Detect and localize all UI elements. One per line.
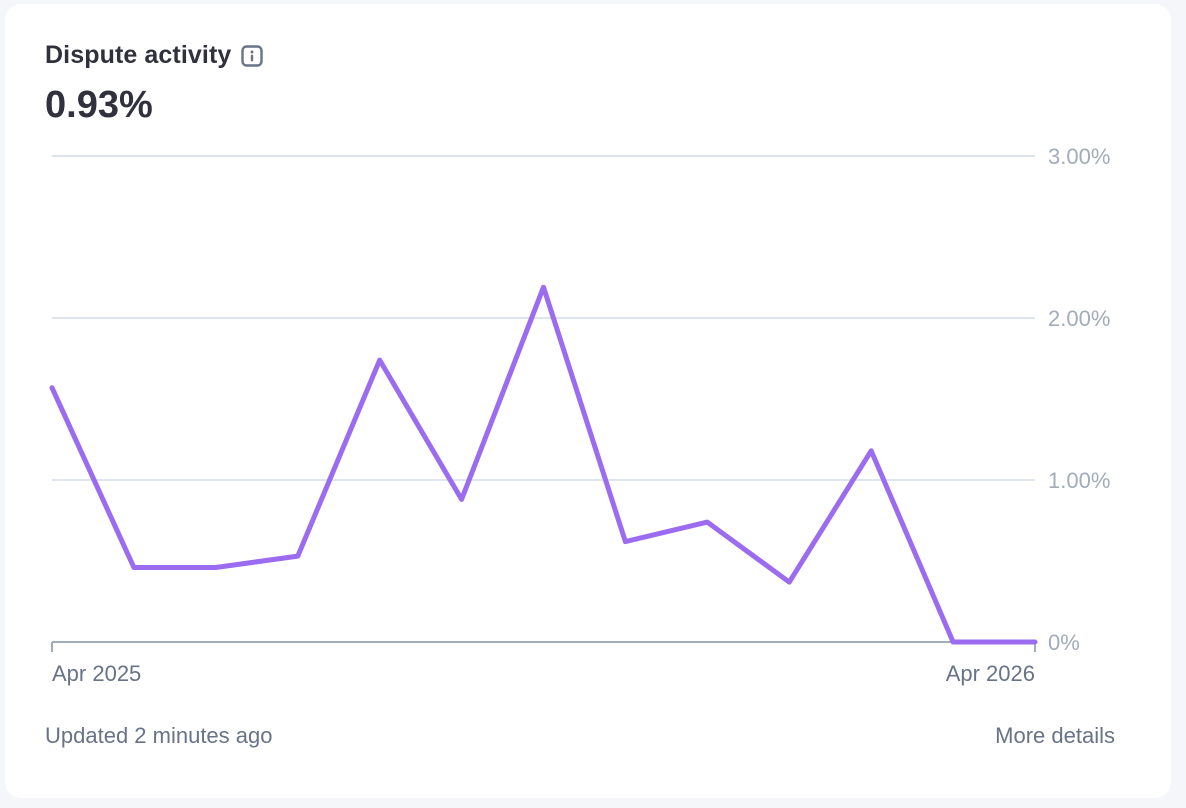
metric-value: 0.93% <box>45 84 153 126</box>
more-details-link[interactable]: More details <box>995 723 1115 748</box>
updated-timestamp: Updated 2 minutes ago <box>45 723 273 748</box>
series-line <box>49 284 1038 645</box>
card-title: Dispute activity <box>45 41 232 69</box>
info-icon[interactable] <box>241 44 264 67</box>
y-axis-ticks: 0% 1.00% 2.00% 3.00% <box>1048 144 1110 655</box>
y-tick-label: 1.00% <box>1048 468 1110 493</box>
card-header: Dispute activity <box>45 41 264 70</box>
y-tick-label: 0% <box>1048 630 1080 655</box>
dispute-activity-card: Dispute activity 0.93% 0% 1.00% 2.00% 3.00%… <box>5 4 1171 798</box>
x-tick-label: Apr 2025 <box>52 661 141 686</box>
line-chart: 0% 1.00% 2.00% 3.00% Apr 2025 Apr 2026 <box>49 144 1110 686</box>
series-layer <box>49 284 1038 645</box>
x-tick-label: Apr 2026 <box>946 661 1035 686</box>
x-axis-ticks: Apr 2025 Apr 2026 <box>51 642 1036 686</box>
y-tick-label: 2.00% <box>1048 306 1110 331</box>
grid-lines <box>52 155 1035 643</box>
y-tick-label: 3.00% <box>1048 144 1110 169</box>
